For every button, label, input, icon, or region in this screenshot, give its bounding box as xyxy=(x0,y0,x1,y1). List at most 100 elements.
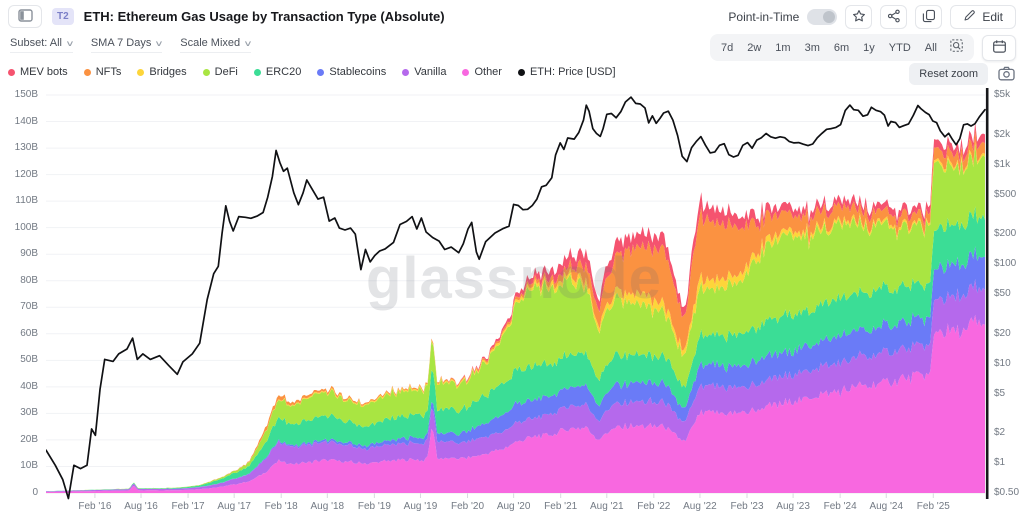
point-in-time-toggle[interactable] xyxy=(807,9,838,25)
range-ytd[interactable]: YTD xyxy=(882,38,918,58)
range-2w[interactable]: 2w xyxy=(740,38,768,58)
area-series-erc20 xyxy=(46,206,985,492)
calendar-button[interactable] xyxy=(982,34,1016,61)
legend-dot xyxy=(8,68,15,76)
edit-button[interactable]: Edit xyxy=(950,5,1016,29)
duplicate-button[interactable] xyxy=(915,5,943,29)
legend-item-eth-price-usd-[interactable]: ETH: Price [USD] xyxy=(517,66,616,78)
legend-item-other[interactable]: Other xyxy=(462,66,502,78)
legend-dot xyxy=(137,68,145,76)
range-all[interactable]: All xyxy=(918,38,944,58)
legend-dot xyxy=(253,68,261,76)
x-axis-label: Aug '16 xyxy=(124,501,158,512)
legend-item-erc20[interactable]: ERC20 xyxy=(253,66,301,78)
x-axis-label: Feb '20 xyxy=(450,501,485,512)
y-axis-label-right: $20 xyxy=(994,327,1011,339)
legend-label: Other xyxy=(474,66,502,78)
y-axis-label-right: $50 xyxy=(994,288,1011,299)
y-axis-label-right: $5k xyxy=(994,89,1011,100)
chart-legend: MEV bots NFTs Bridges DeFi ERC20 Stablecoins V… xyxy=(8,66,616,78)
legend-item-vanilla[interactable]: Vanilla xyxy=(402,66,446,78)
y-axis-label-left: 90B xyxy=(20,248,38,260)
y-axis-label-left: 60B xyxy=(20,327,38,339)
x-axis-label: Aug '18 xyxy=(310,501,345,512)
x-axis-label: Feb '24 xyxy=(823,501,857,512)
range-3m[interactable]: 3m xyxy=(798,38,827,58)
y-axis-label-left: 100B xyxy=(14,221,38,233)
share-button[interactable] xyxy=(880,5,908,29)
y-axis-label-left: 20B xyxy=(20,433,38,445)
y-axis-label-right: $200 xyxy=(994,228,1017,240)
legend-item-defi[interactable]: DeFi xyxy=(202,66,238,78)
legend-dot xyxy=(317,68,325,76)
y-axis-label-left: 0 xyxy=(32,487,38,498)
range-controls: 7d 2w 1m 3m 6m 1y YTD All xyxy=(709,34,1016,61)
y-axis-label-left: 80B xyxy=(20,274,38,286)
legend-item-bridges[interactable]: Bridges xyxy=(137,66,187,78)
dropdown-label: Subset: All xyxy=(10,37,62,49)
point-in-time-label: Point-in-Time xyxy=(728,10,800,24)
dropdown-sma-7-days[interactable]: SMA 7 Days ∨ xyxy=(90,37,164,53)
legend-label: MEV bots xyxy=(20,66,68,78)
range-1m[interactable]: 1m xyxy=(768,38,797,58)
camera-icon xyxy=(997,66,1015,84)
calendar-icon xyxy=(992,39,1007,57)
legend-dot xyxy=(462,68,470,76)
legend-label: Vanilla xyxy=(414,66,447,78)
y-axis-label-right: $2 xyxy=(994,427,1006,439)
dropdown-subset-all[interactable]: Subset: All ∨ xyxy=(10,37,75,53)
range-1y[interactable]: 1y xyxy=(856,38,882,58)
x-axis-label: Feb '18 xyxy=(264,501,298,512)
y-axis-label-left: 10B xyxy=(20,460,38,472)
pencil-icon xyxy=(963,9,976,25)
x-axis-label: Feb '17 xyxy=(171,501,205,512)
legend-item-mev-bots[interactable]: MEV bots xyxy=(8,66,68,78)
legend-label: DeFi xyxy=(214,66,238,78)
page-title: ETH: Ethereum Gas Usage by Transaction T… xyxy=(83,9,445,24)
share-icon xyxy=(887,9,901,26)
x-axis-label: Aug '22 xyxy=(683,501,717,512)
y-axis-label-right: $1k xyxy=(994,158,1011,170)
dropdown-label: SMA 7 Days xyxy=(90,37,152,49)
header-right: Point-in-Time Edit xyxy=(728,5,1016,29)
time-range-group: 7d 2w 1m 3m 6m 1y YTD All xyxy=(709,34,974,61)
x-axis-label: Aug '17 xyxy=(217,501,251,512)
y-axis-label-left: 30B xyxy=(20,407,38,419)
zoom-to-area-button[interactable] xyxy=(944,37,970,58)
dropdown-scale-mixed[interactable]: Scale Mixed ∨ xyxy=(180,37,253,53)
area-series-other xyxy=(46,314,985,493)
x-axis-label: Feb '16 xyxy=(78,501,112,512)
chevron-down-icon: ∨ xyxy=(65,38,75,48)
x-axis-label: Feb '23 xyxy=(730,501,764,512)
x-axis-label: Aug '19 xyxy=(403,501,438,512)
legend-dot xyxy=(202,68,210,76)
star-icon xyxy=(852,9,866,26)
screenshot-button[interactable] xyxy=(995,65,1017,85)
range-7d[interactable]: 7d xyxy=(714,38,740,58)
legend-item-nfts[interactable]: NFTs xyxy=(83,66,122,78)
y-axis-label-left: 70B xyxy=(20,301,38,313)
y-axis-label-left: 40B xyxy=(20,380,38,392)
y-axis-label-right: $5 xyxy=(994,387,1006,399)
y-axis-label-right: $0.50 xyxy=(994,487,1020,498)
y-axis-label-left: 120B xyxy=(14,168,38,180)
magnifier-box-icon xyxy=(950,39,964,56)
y-axis-label-left: 130B xyxy=(14,142,38,154)
reset-zoom-button[interactable]: Reset zoom xyxy=(909,63,988,85)
legend-item-stablecoins[interactable]: Stablecoins xyxy=(317,66,386,78)
area-series-vanilla xyxy=(46,279,985,492)
chevron-down-icon: ∨ xyxy=(154,38,164,48)
legend-label: Stablecoins xyxy=(329,66,387,78)
filter-dropdowns: Subset: All ∨ SMA 7 Days ∨ Scale Mixed ∨ xyxy=(10,37,253,53)
sidebar-toggle-button[interactable] xyxy=(8,5,42,28)
legend-label: ETH: Price [USD] xyxy=(529,66,616,78)
range-6m[interactable]: 6m xyxy=(827,38,856,58)
x-axis-label: Aug '23 xyxy=(776,501,810,512)
x-axis-label: Feb '19 xyxy=(357,501,391,512)
area-series-mev-bots xyxy=(46,122,985,492)
legend-label: NFTs xyxy=(95,66,122,78)
favorite-button[interactable] xyxy=(845,5,873,29)
x-axis-label: Feb '21 xyxy=(544,501,578,512)
x-axis-label: Aug '20 xyxy=(496,501,531,512)
